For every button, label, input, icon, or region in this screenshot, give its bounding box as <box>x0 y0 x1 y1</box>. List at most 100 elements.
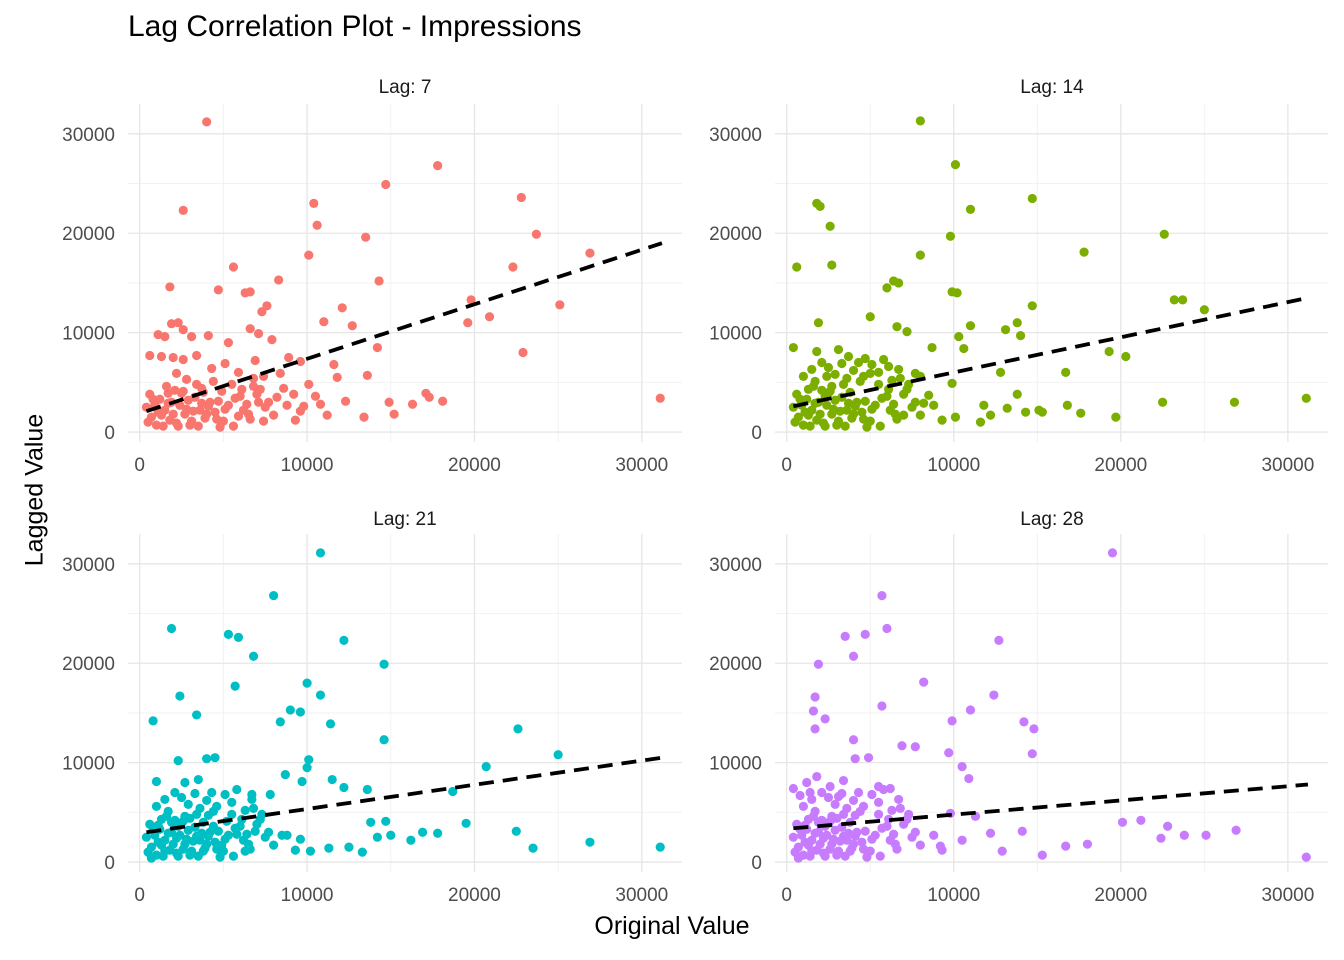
data-point <box>810 828 820 838</box>
data-point <box>329 359 339 370</box>
data-point <box>894 364 904 375</box>
data-point <box>865 312 875 322</box>
data-point <box>193 774 203 785</box>
y-tick-label: 20000 <box>62 654 115 675</box>
data-point <box>347 321 357 331</box>
data-point <box>253 397 264 407</box>
data-point <box>1107 548 1118 558</box>
data-point <box>153 820 163 830</box>
data-point <box>915 410 925 420</box>
data-point <box>882 821 892 831</box>
data-point <box>910 742 920 752</box>
data-point <box>295 834 305 844</box>
data-point <box>528 843 538 853</box>
data-point <box>481 762 491 772</box>
data-point <box>843 351 854 362</box>
data-point <box>808 706 819 716</box>
data-point <box>245 324 255 334</box>
data-point <box>381 816 391 826</box>
data-point <box>848 839 859 849</box>
data-point <box>894 794 904 805</box>
data-point <box>929 400 939 410</box>
data-point <box>243 409 254 419</box>
data-point <box>228 851 239 861</box>
data-point <box>344 842 354 852</box>
x-tick-label: 0 <box>781 885 792 906</box>
trend-line <box>145 241 663 413</box>
data-point <box>203 401 213 411</box>
data-point <box>145 350 155 361</box>
data-point <box>339 635 349 645</box>
data-point <box>148 394 158 404</box>
data-point <box>433 161 443 171</box>
x-tick-label: 30000 <box>615 885 668 906</box>
data-point <box>389 409 399 419</box>
data-point <box>148 716 158 726</box>
x-tick-label: 20000 <box>1094 455 1147 476</box>
data-point <box>877 591 887 601</box>
data-point <box>800 837 810 847</box>
data-point <box>381 179 391 190</box>
data-point <box>173 756 183 766</box>
data-point <box>151 776 162 787</box>
data-point <box>357 847 367 857</box>
data-point <box>889 399 899 409</box>
data-point <box>877 701 887 711</box>
data-point <box>817 787 827 798</box>
data-point <box>242 829 252 839</box>
data-point <box>332 372 342 382</box>
data-point <box>803 384 814 394</box>
data-point <box>531 229 541 239</box>
data-point <box>187 416 197 426</box>
data-point <box>279 383 289 393</box>
data-point <box>887 805 897 815</box>
data-point <box>282 400 292 410</box>
data-point <box>158 421 168 431</box>
data-point <box>1002 403 1012 413</box>
data-point <box>830 799 840 810</box>
data-point <box>337 303 347 313</box>
data-point <box>406 835 416 845</box>
data-point <box>1029 724 1039 734</box>
data-point <box>845 846 855 856</box>
data-point <box>263 397 274 407</box>
data-point <box>325 719 336 729</box>
data-point <box>788 342 798 353</box>
data-point <box>585 837 595 847</box>
data-point <box>315 548 326 558</box>
data-point <box>508 262 518 272</box>
data-point <box>830 825 840 835</box>
data-point <box>212 801 222 811</box>
data-point <box>362 784 372 795</box>
data-point <box>838 775 849 786</box>
data-point <box>867 834 877 844</box>
panel: 0 10000 20000 30000 0 10000 20000 30000 Lag: 28 <box>709 509 1328 906</box>
data-point <box>198 846 208 856</box>
data-point <box>407 399 418 409</box>
data-point <box>825 221 835 231</box>
data-point <box>887 375 897 385</box>
data-point <box>187 332 197 342</box>
data-point <box>235 821 245 831</box>
data-point <box>173 318 183 328</box>
data-point <box>959 343 969 354</box>
data-point <box>944 748 954 758</box>
data-point <box>223 337 234 348</box>
data-point <box>258 416 269 426</box>
data-point <box>848 795 859 806</box>
data-point <box>964 773 974 784</box>
data-point <box>915 840 925 850</box>
data-point <box>822 371 832 381</box>
data-point <box>952 288 962 298</box>
data-point <box>1163 821 1173 831</box>
data-point <box>850 754 860 764</box>
data-point <box>890 839 900 849</box>
data-point <box>802 777 812 788</box>
data-point <box>511 826 521 836</box>
data-point <box>1231 825 1241 835</box>
data-point <box>1111 412 1121 422</box>
data-point <box>818 833 829 843</box>
x-tick-label: 10000 <box>281 885 334 906</box>
trend-line <box>793 782 1309 831</box>
data-point <box>1178 295 1188 305</box>
